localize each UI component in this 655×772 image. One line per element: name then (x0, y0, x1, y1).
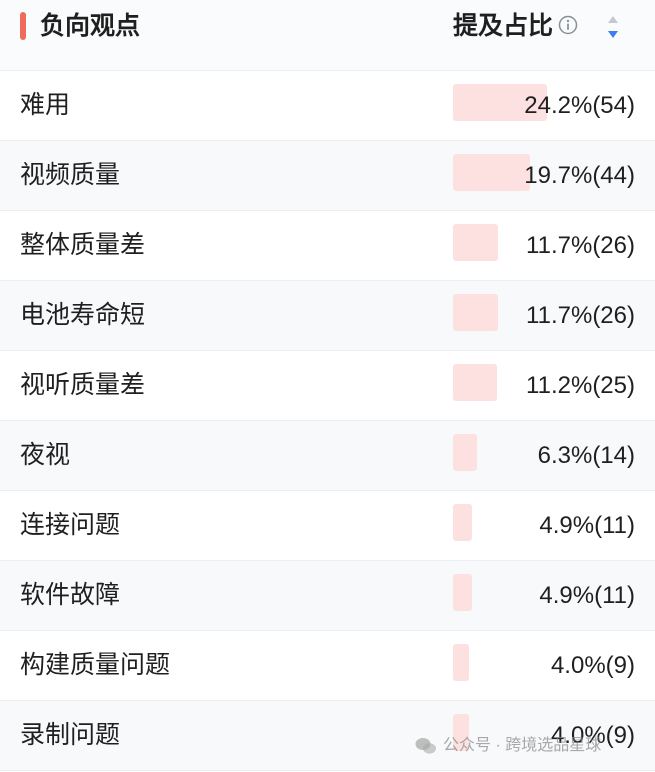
row-label: 软件故障 (20, 581, 121, 609)
table-row[interactable]: 构建质量问题 4.0%(9) (0, 631, 655, 701)
opinion-list: 难用 24.2%(54) 视频质量 19.7%(44) 整体质量差 11.7%(26) 电池… (0, 71, 655, 771)
share-bar (453, 504, 472, 541)
table-row[interactable]: 录制问题 4.0%(9) (0, 701, 655, 771)
table-row[interactable]: 夜视 6.3%(14) (0, 421, 655, 491)
info-icon[interactable] (558, 15, 578, 35)
share-bar (453, 84, 547, 121)
table-row[interactable]: 电池寿命短 11.7%(26) (0, 281, 655, 351)
row-label: 视频质量 (20, 161, 121, 189)
sort-icon[interactable] (603, 12, 623, 42)
table-header: 负向观点 提及占比 (0, 0, 655, 71)
row-label: 视听质量差 (20, 371, 146, 399)
watermark: 公众号 · 跨境选品星球 (415, 734, 601, 758)
row-value: 11.2%(25) (526, 372, 635, 399)
share-bar (453, 434, 477, 471)
table-row[interactable]: 视听质量差 11.2%(25) (0, 351, 655, 421)
row-value: 4.9%(11) (539, 582, 635, 609)
row-value: 6.3%(14) (537, 442, 635, 469)
row-label: 录制问题 (20, 721, 121, 749)
row-value: 24.2%(54) (524, 92, 635, 119)
row-value: 4.0%(9) (550, 652, 635, 679)
share-bar (453, 364, 497, 401)
row-value: 4.9%(11) (539, 512, 635, 539)
share-bar (453, 574, 472, 611)
row-value: 11.7%(26) (526, 232, 635, 259)
share-bar (453, 644, 469, 681)
row-label: 难用 (20, 91, 71, 119)
row-value: 4.0%(9) (550, 722, 635, 749)
table-row[interactable]: 视频质量 19.7%(44) (0, 141, 655, 211)
table-row[interactable]: 难用 24.2%(54) (0, 71, 655, 141)
share-bar (453, 714, 469, 751)
share-bar (453, 224, 498, 261)
wechat-icon (415, 737, 436, 754)
row-label: 电池寿命短 (20, 301, 146, 329)
column-header-mention-share[interactable]: 提及占比 (453, 12, 554, 40)
row-label: 整体质量差 (20, 231, 146, 259)
table-row[interactable]: 连接问题 4.9%(11) (0, 491, 655, 561)
row-label: 构建质量问题 (20, 651, 171, 679)
share-bar (453, 154, 530, 191)
table-row[interactable]: 软件故障 4.9%(11) (0, 561, 655, 631)
row-label: 夜视 (20, 441, 71, 469)
row-value: 19.7%(44) (524, 162, 635, 189)
table-title: 负向观点 (40, 12, 141, 40)
row-value: 11.7%(26) (526, 302, 635, 329)
table-row[interactable]: 整体质量差 11.7%(26) (0, 211, 655, 281)
share-bar (453, 294, 498, 331)
title-accent-bar (20, 12, 26, 40)
watermark-text: 公众号 · 跨境选品星球 (443, 737, 602, 754)
row-label: 连接问题 (20, 511, 121, 539)
